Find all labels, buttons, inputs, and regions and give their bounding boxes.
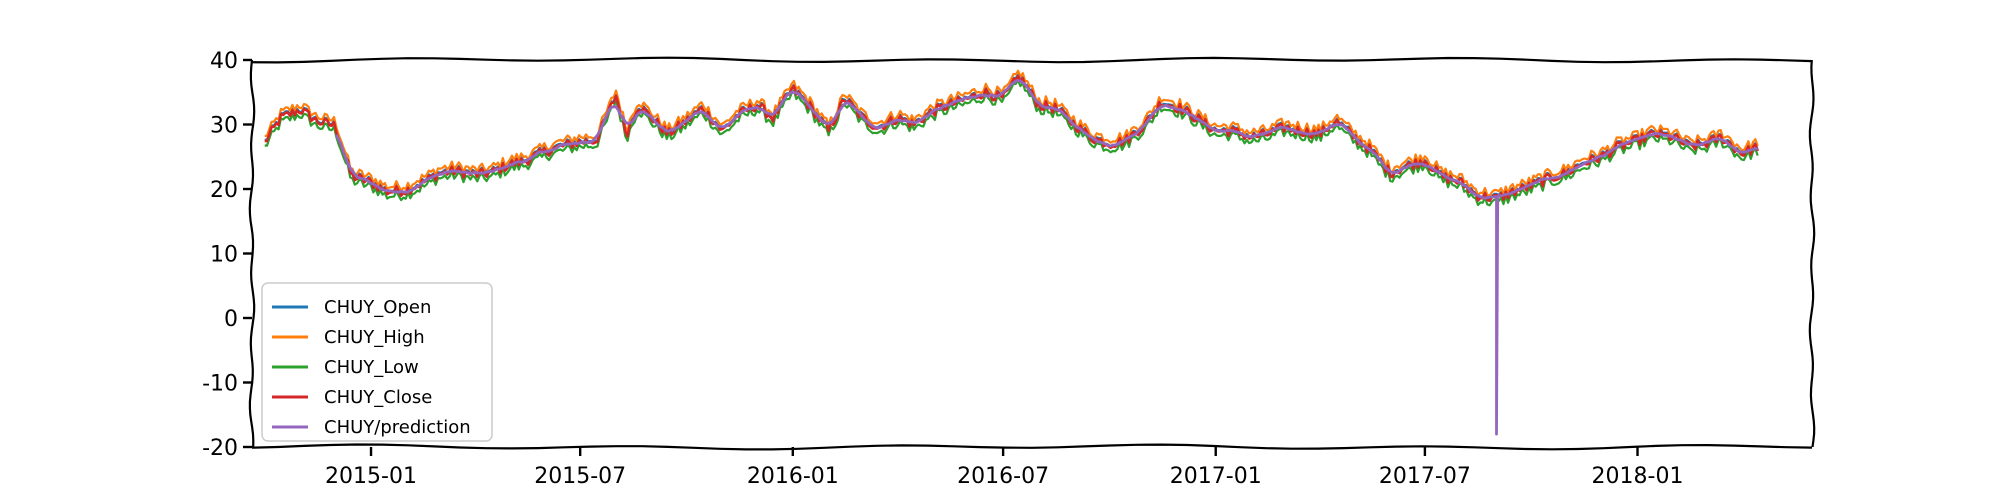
legend-label: CHUY_Low	[324, 357, 419, 378]
x-tick-label: 2018-01	[1592, 464, 1684, 489]
legend: CHUY_Open CHUY_High CHUY_Low CHUY_Close CHUY…	[261, 282, 493, 442]
frame-left	[248, 59, 256, 448]
y-tick-label: 10	[210, 243, 238, 268]
legend-box	[261, 282, 493, 442]
series-line-high	[264, 69, 1759, 197]
y-tick-label: 30	[210, 114, 238, 139]
x-tick-label: 2017-07	[1379, 464, 1471, 489]
x-tick-label: 2015-01	[325, 464, 417, 489]
x-tick-label: 2016-01	[747, 464, 839, 489]
plot-frame	[248, 56, 1816, 451]
y-tick-label: 0	[224, 307, 238, 332]
legend-label: CHUY_Close	[324, 387, 432, 408]
x-tick-label: 2016-07	[957, 464, 1049, 489]
series-layer	[264, 69, 1759, 436]
legend-label: CHUY/prediction	[324, 417, 471, 438]
frame-right	[1808, 59, 1816, 448]
frame-bottom	[251, 443, 1813, 451]
y-tick-label: 20	[210, 178, 238, 203]
legend-label: CHUY_High	[324, 327, 425, 348]
series-line-prediction	[335, 79, 1758, 436]
frame-top	[251, 56, 1813, 64]
x-axis: 2015-01 2015-07 2016-01 2016-07 2017-01 2017-…	[325, 447, 1683, 489]
x-tick-label: 2015-07	[534, 464, 626, 489]
x-tick-label: 2017-01	[1170, 464, 1262, 489]
y-tick-label: -10	[202, 372, 238, 397]
y-tick-label: -20	[202, 436, 238, 461]
y-axis: -20 -10 0 10 20 30 40	[202, 49, 252, 461]
y-tick-label: 40	[210, 49, 238, 74]
legend-label: CHUY_Open	[324, 297, 431, 318]
series-line-low	[264, 79, 1759, 207]
